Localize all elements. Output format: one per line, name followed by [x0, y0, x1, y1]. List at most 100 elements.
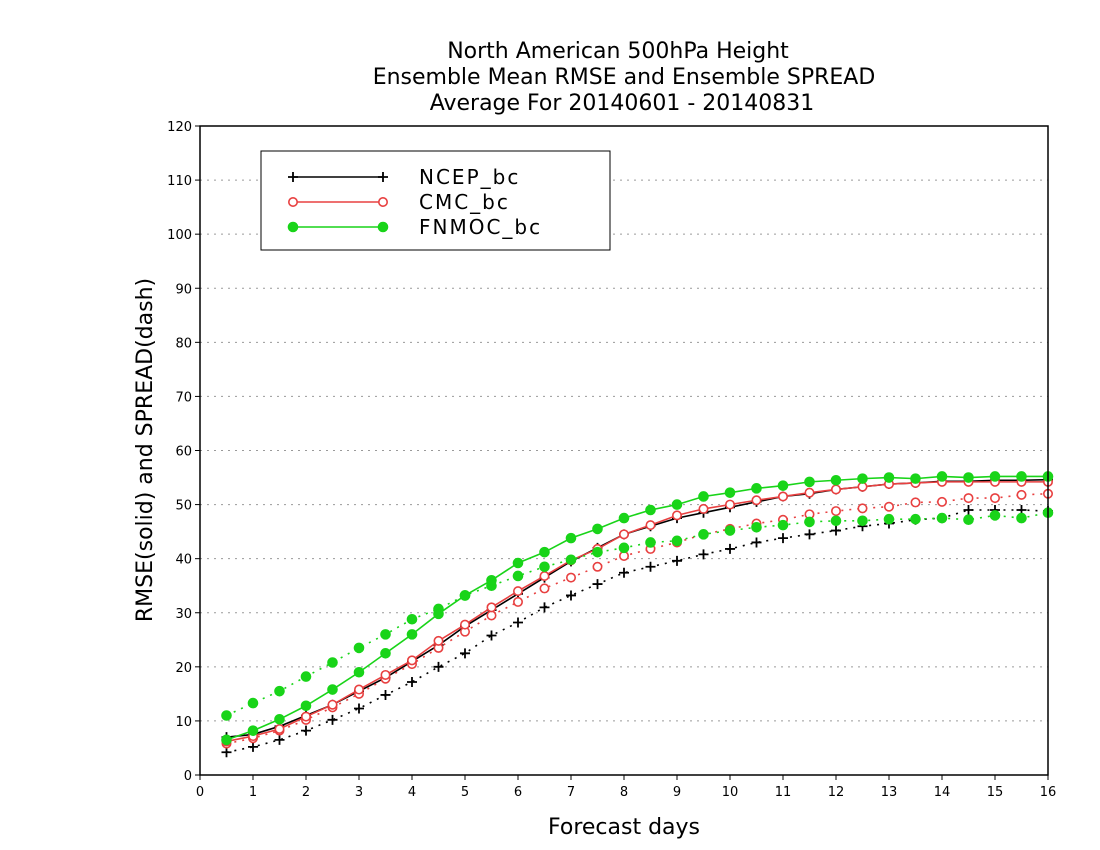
title-line-3: Average For 20140601 - 20140831 — [430, 91, 815, 116]
spread-point — [936, 512, 948, 524]
series-cmc-bc — [221, 476, 1054, 749]
spread-point — [883, 513, 895, 525]
spread-point — [618, 542, 630, 554]
spread-point — [539, 583, 550, 594]
rmse-point — [751, 483, 762, 494]
rmse-point — [857, 473, 868, 484]
legend-label: FNMOC_bc — [419, 215, 542, 239]
rmse-point — [883, 472, 895, 483]
title-line-2: Ensemble Mean RMSE and Ensemble SPREAD — [373, 65, 876, 90]
rmse-point — [433, 635, 444, 646]
spread-point — [751, 521, 762, 533]
spread-point — [380, 689, 391, 700]
spread-point — [778, 533, 788, 544]
spread-point — [963, 514, 974, 526]
spread-point — [565, 572, 576, 583]
y-tick-label: 60 — [175, 445, 192, 460]
spread-point — [221, 747, 232, 758]
spread-point — [830, 506, 841, 517]
rmse-point — [936, 471, 948, 482]
legend-item: FNMOC_bc — [287, 215, 542, 239]
spread-point — [486, 630, 497, 641]
y-tick-label: 50 — [175, 499, 192, 514]
rmse-point — [274, 724, 285, 735]
spread-point — [857, 515, 868, 527]
rmse-point — [830, 474, 842, 486]
rmse-point — [433, 608, 444, 620]
rmse-point — [777, 491, 788, 502]
spread-point — [777, 519, 789, 531]
rmse-point — [645, 504, 656, 516]
x-tick-label: 0 — [196, 785, 204, 800]
spread-point — [512, 596, 523, 607]
rmse-point — [539, 570, 550, 581]
spread-point — [274, 734, 285, 745]
spread-point — [936, 496, 947, 507]
x-tick-label: 11 — [775, 785, 792, 800]
spread-point — [274, 685, 285, 697]
rmse-point — [380, 648, 391, 659]
rmse-point — [274, 713, 285, 725]
spread-point — [672, 555, 682, 566]
rmse-point — [671, 499, 683, 510]
rmse-point — [989, 471, 1001, 482]
plot-frame — [199, 125, 1049, 776]
spread-point — [592, 579, 603, 590]
x-tick-label: 10 — [722, 785, 739, 800]
rmse-point — [300, 711, 311, 722]
rmse-point — [645, 520, 656, 531]
spread-point — [910, 497, 921, 508]
spread-line — [226, 509, 1049, 754]
spread-point — [592, 561, 603, 572]
rmse-point — [406, 655, 417, 666]
spread-point — [857, 503, 868, 514]
rmse-point — [512, 586, 523, 597]
x-tick-label: 1 — [249, 785, 257, 800]
spread-point — [963, 493, 974, 504]
chart-title: North American 500hPa Height Ensemble Me… — [373, 39, 876, 116]
spread-point — [963, 504, 974, 515]
rmse-point — [247, 725, 259, 736]
spread-point — [380, 629, 391, 640]
spread-point — [301, 725, 311, 736]
spread-line — [226, 511, 1049, 717]
spread-point — [831, 525, 841, 536]
series-ncep-bc — [221, 474, 1053, 758]
spread-line — [226, 492, 1049, 745]
x-tick-label: 15 — [987, 785, 1004, 800]
spread-point — [486, 610, 497, 621]
spread-point — [698, 549, 709, 560]
x-tick-label: 5 — [461, 785, 469, 800]
y-tick-label: 100 — [167, 228, 192, 243]
rmse-point — [698, 503, 709, 514]
spread-point — [725, 543, 735, 554]
legend-box — [260, 150, 611, 251]
rmse-point — [327, 684, 338, 695]
rmse-point — [565, 532, 577, 544]
rmse-point — [353, 684, 364, 695]
y-axis-label: RMSE(solid) and SPREAD(dash) — [133, 278, 158, 622]
spread-point — [433, 661, 444, 672]
rmse-point — [486, 575, 497, 586]
spread-point — [539, 602, 550, 613]
spread-point — [566, 590, 576, 601]
rmse-point — [353, 666, 365, 678]
spread-point — [406, 613, 418, 625]
x-tick-label: 16 — [1040, 785, 1057, 800]
rmse-point — [459, 590, 471, 601]
spread-point — [539, 561, 550, 573]
x-tick-label: 13 — [881, 785, 898, 800]
series-fnmoc-bc — [221, 471, 1054, 746]
spread-point — [989, 493, 1000, 504]
y-tick-label: 30 — [175, 607, 192, 622]
legend-marker — [377, 197, 388, 208]
rmse-point — [618, 512, 630, 524]
spread-point — [354, 703, 364, 714]
spread-point — [247, 697, 259, 709]
spread-point — [221, 710, 232, 721]
legend-label: NCEP_bc — [419, 165, 520, 189]
rmse-point — [963, 472, 974, 483]
rmse-point — [512, 557, 524, 569]
